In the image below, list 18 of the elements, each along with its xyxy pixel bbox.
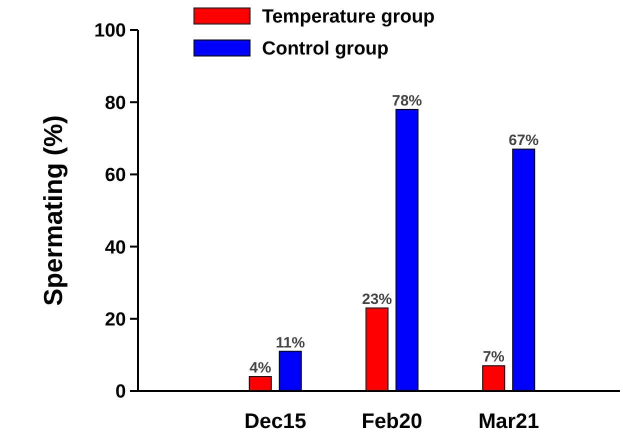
data-label: 78%	[392, 92, 422, 110]
y-tick-label: 40	[104, 237, 126, 258]
x-tick-label: Dec15	[244, 410, 307, 433]
y-tick-label: 80	[104, 92, 126, 114]
y-tick-label: 0	[115, 382, 126, 403]
y-tick-label: 60	[104, 165, 126, 186]
legend-label: Temperature group	[262, 6, 435, 28]
x-tick-label: Feb20	[362, 410, 422, 433]
data-label: 23%	[362, 290, 392, 308]
y-tick-label: 20	[104, 309, 126, 330]
y-tick-label: 100	[94, 20, 126, 42]
data-label: 11%	[276, 334, 305, 352]
data-label: 7%	[482, 348, 505, 366]
data-label: 4%	[249, 360, 272, 377]
x-tick-label: Mar21	[478, 410, 540, 433]
y-axis-title: Spermating (%)	[38, 115, 68, 306]
legend-label: Control group	[262, 38, 389, 60]
data-label: 67%	[508, 132, 539, 150]
